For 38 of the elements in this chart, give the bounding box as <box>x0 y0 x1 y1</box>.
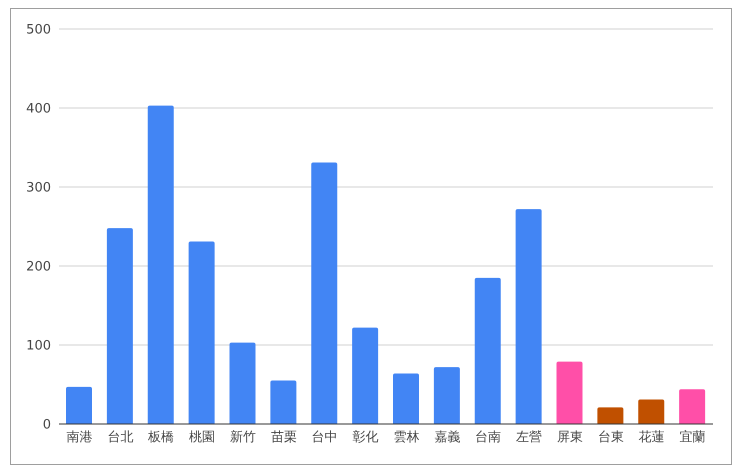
bar <box>270 380 296 424</box>
x-tick-label: 南港 <box>66 430 92 446</box>
bar <box>516 209 542 424</box>
x-tick-label: 桃園 <box>189 430 216 446</box>
bar <box>556 362 582 424</box>
y-tick-label: 500 <box>26 22 51 38</box>
x-tick-label: 宜蘭 <box>680 429 706 446</box>
x-tick-label: 台北 <box>107 430 134 446</box>
x-tick-label: 台中 <box>312 430 338 446</box>
bar <box>638 400 664 424</box>
bar <box>352 328 378 424</box>
bar <box>434 367 460 424</box>
y-tick-label: 300 <box>26 180 51 196</box>
x-tick-label: 苗栗 <box>270 430 297 446</box>
y-tick-label: 200 <box>26 260 51 275</box>
x-tick-label: 板橋 <box>147 430 174 446</box>
bar <box>106 228 133 424</box>
bar <box>188 242 215 424</box>
x-tick-label: 嘉義 <box>434 430 460 446</box>
y-tick-label: 400 <box>26 102 51 117</box>
bar <box>393 373 419 424</box>
bar <box>311 162 338 424</box>
y-tick-label: 100 <box>26 338 51 354</box>
x-tick-label: 台東 <box>598 430 624 446</box>
x-tick-label: 彰化 <box>352 430 379 446</box>
x-tick-label: 屏東 <box>556 430 583 446</box>
x-tick-label: 台南 <box>475 430 502 446</box>
y-tick-label: 0 <box>42 418 51 433</box>
x-tick-label: 雲林 <box>393 430 420 446</box>
x-tick-label: 花蓮 <box>638 430 665 446</box>
bar <box>230 342 256 424</box>
bar <box>597 407 624 424</box>
bar <box>66 386 92 424</box>
bar <box>474 278 501 424</box>
x-tick-label: 新竹 <box>230 430 256 446</box>
bar <box>148 106 174 424</box>
bar <box>679 389 706 424</box>
x-tick-label: 左營 <box>516 430 542 446</box>
